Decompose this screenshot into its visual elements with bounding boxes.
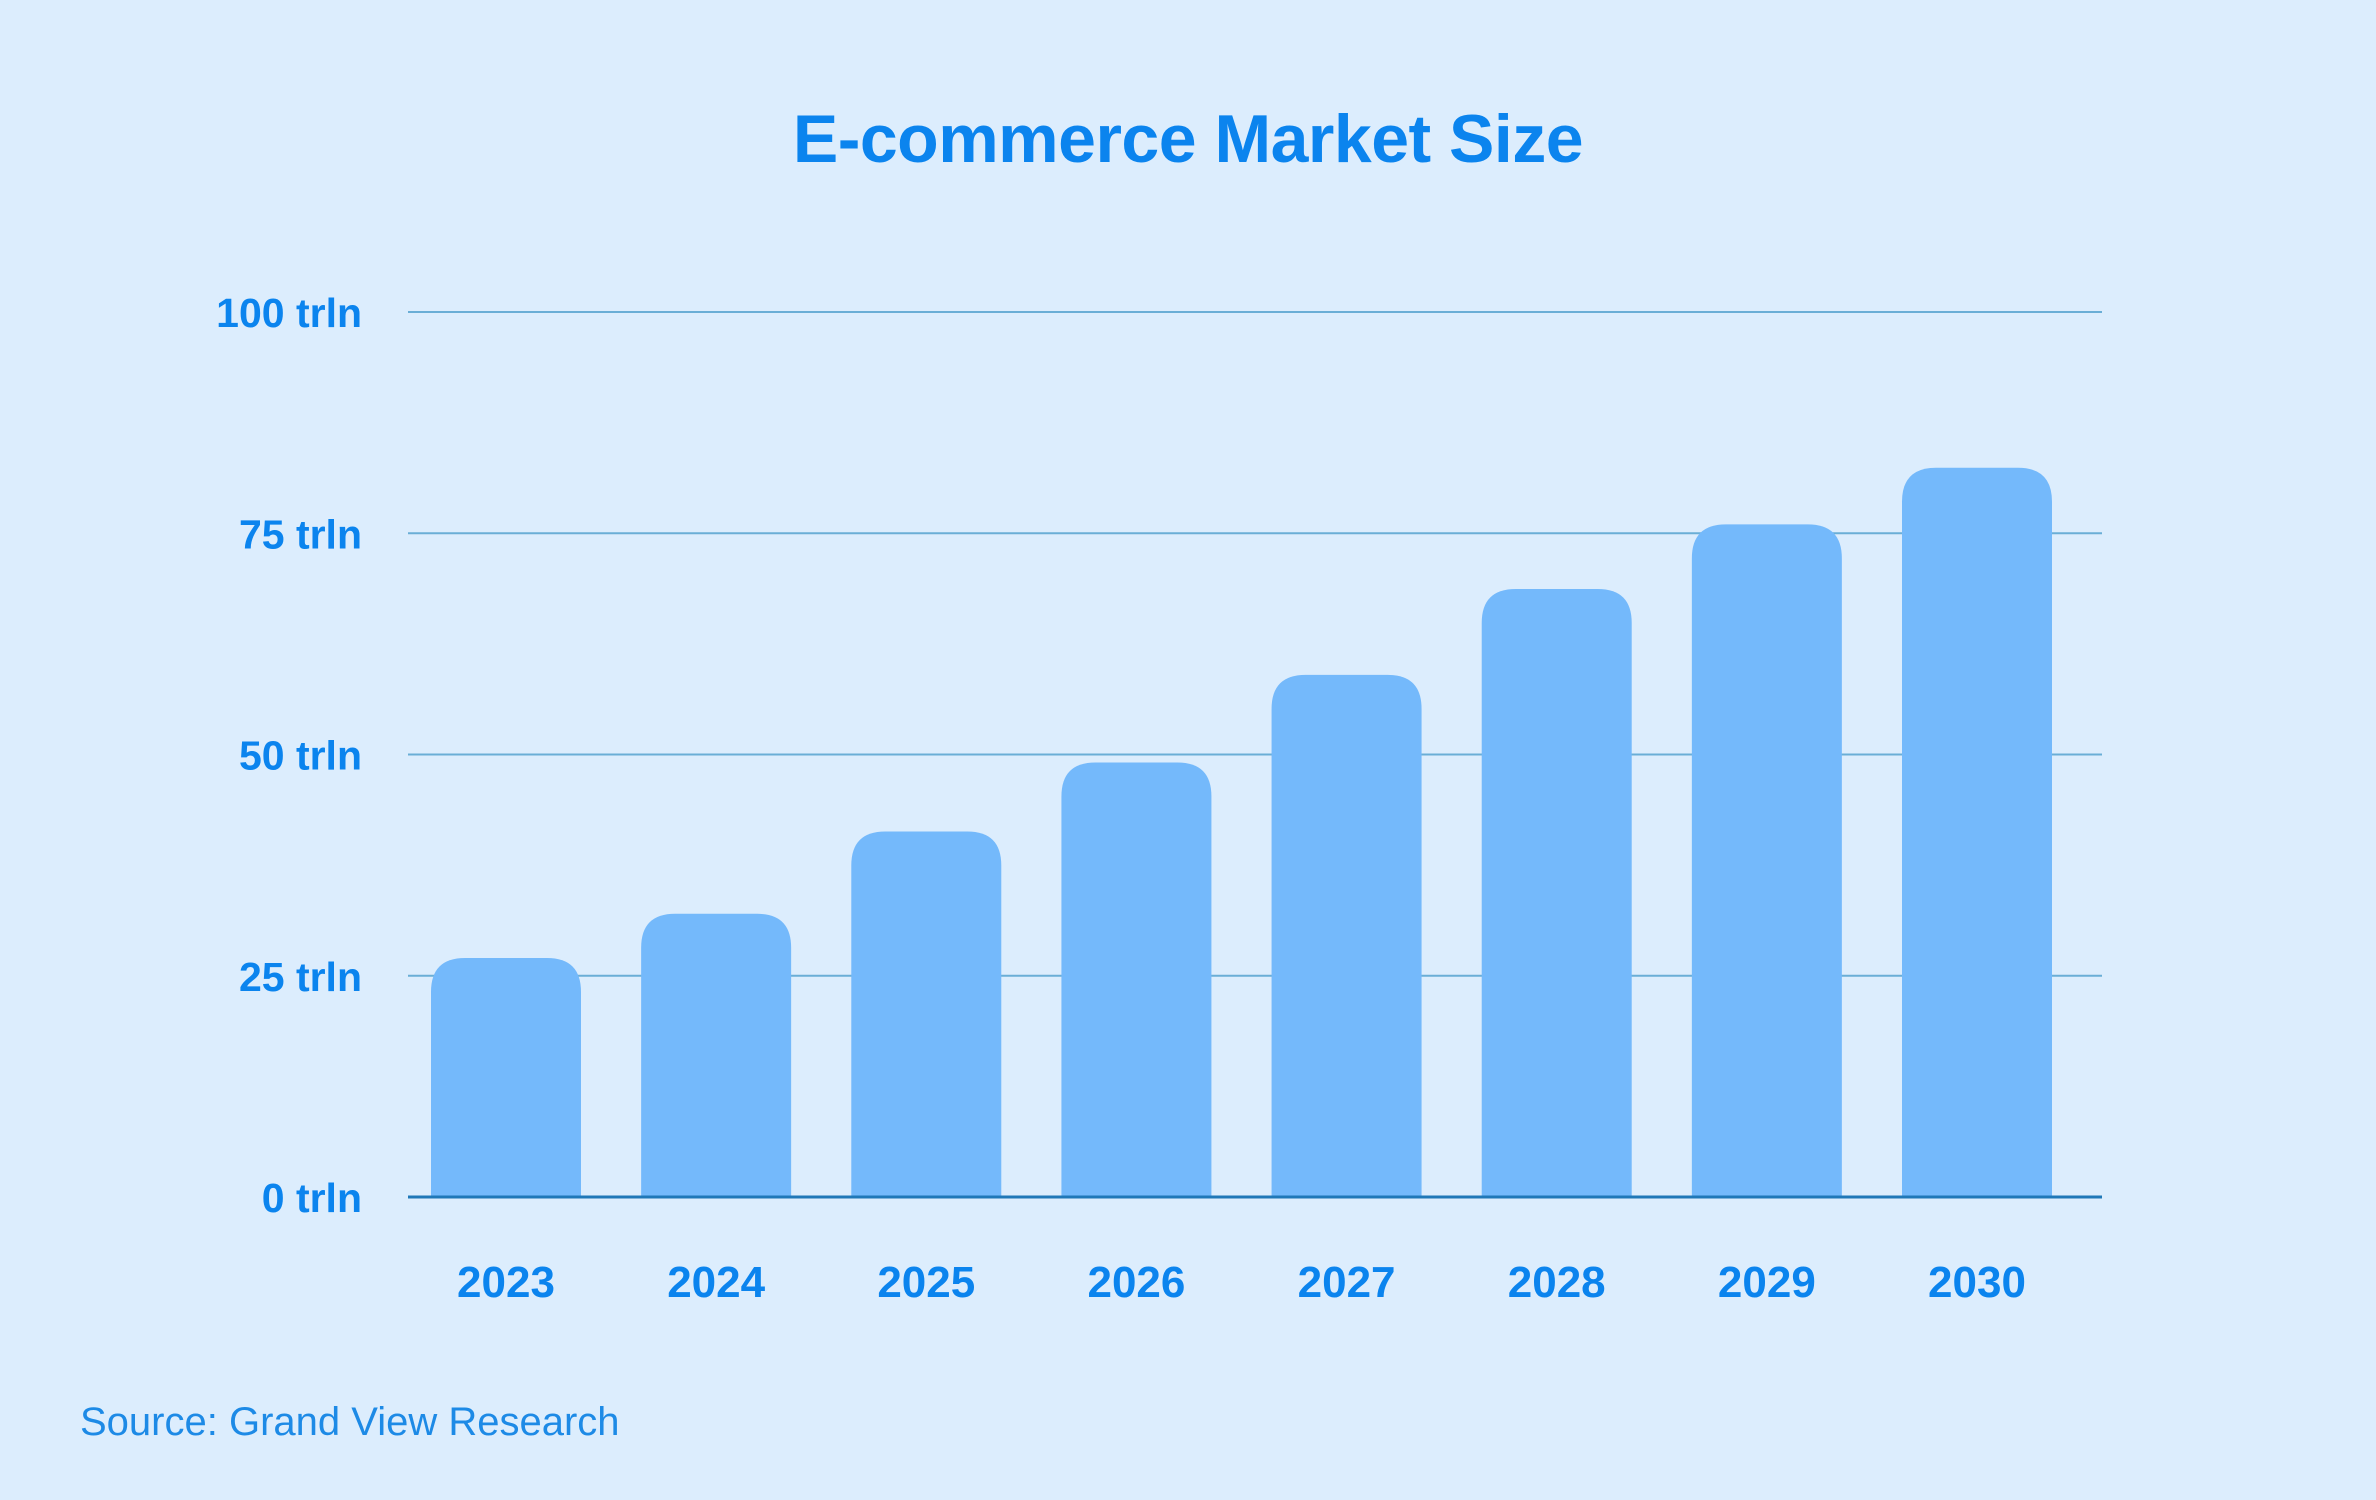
x-tick-label: 2024 bbox=[667, 1258, 765, 1307]
y-tick-label: 100 trln bbox=[216, 290, 362, 336]
x-tick-label: 2028 bbox=[1508, 1258, 1606, 1307]
x-tick-label: 2026 bbox=[1087, 1258, 1185, 1307]
bars bbox=[408, 467, 2102, 1199]
bar bbox=[1691, 524, 1842, 1196]
bar bbox=[1061, 762, 1212, 1196]
x-tick-label: 2023 bbox=[457, 1258, 555, 1307]
x-tick-label: 2030 bbox=[1928, 1258, 2026, 1307]
y-tick-label: 0 trln bbox=[262, 1175, 362, 1221]
y-tick-label: 50 trln bbox=[239, 733, 362, 779]
source-note: Source: Grand View Research bbox=[80, 1400, 620, 1444]
bar bbox=[1481, 589, 1632, 1196]
bar bbox=[641, 913, 792, 1196]
y-tick-label: 25 trln bbox=[239, 954, 362, 1000]
y-tick-label: 75 trln bbox=[239, 511, 362, 557]
y-axis-ticks: 0 trln 25 trln 50 trln 75 trln 100 trln bbox=[216, 290, 362, 1221]
x-tick-label: 2025 bbox=[877, 1258, 975, 1307]
bar bbox=[431, 958, 581, 1196]
bar bbox=[1271, 674, 1422, 1196]
x-axis-ticks: 2023 2024 2025 2026 2027 2028 2029 2030 bbox=[457, 1258, 2026, 1307]
x-tick-label: 2027 bbox=[1298, 1258, 1396, 1307]
bar bbox=[851, 831, 1002, 1196]
bar bbox=[1902, 467, 2052, 1196]
x-tick-label: 2029 bbox=[1718, 1258, 1816, 1307]
chart-title: E-commerce Market Size bbox=[792, 101, 1584, 177]
